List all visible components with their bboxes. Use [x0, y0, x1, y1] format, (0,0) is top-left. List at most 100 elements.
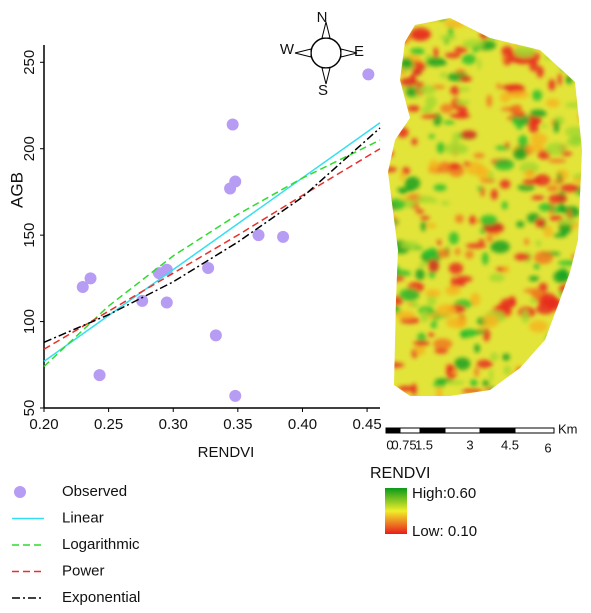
map-patch	[383, 87, 402, 91]
map-patch	[390, 306, 399, 310]
map-patch	[379, 149, 394, 157]
scale-label: 4.5	[501, 437, 519, 452]
map-patch	[479, 239, 485, 244]
map-patch	[443, 120, 455, 124]
x-tick-label: 0.30	[159, 416, 188, 433]
map-patch	[382, 362, 404, 368]
map-patch	[401, 241, 420, 249]
map-patch	[490, 386, 495, 393]
y-tick-label: 250	[21, 50, 38, 75]
map-patch	[431, 321, 437, 329]
map-patch	[502, 201, 508, 209]
map-patch	[387, 392, 392, 404]
map-patch	[471, 16, 476, 24]
map-patch	[381, 130, 391, 142]
map-patch	[433, 338, 452, 349]
map-patch	[575, 284, 591, 292]
map-patch	[470, 379, 477, 387]
map-patch	[578, 329, 589, 339]
map-patch	[539, 34, 556, 39]
map-patch	[400, 171, 404, 181]
map-patch	[547, 185, 559, 192]
map-patch	[462, 54, 476, 64]
map-patch	[427, 57, 445, 67]
data-point	[229, 176, 241, 188]
data-point	[253, 229, 265, 241]
map-patch	[446, 317, 466, 328]
map-patch	[500, 180, 511, 189]
map-patch	[380, 195, 391, 205]
map-patch	[399, 288, 419, 301]
map-patch	[478, 12, 485, 24]
map-patch	[385, 114, 397, 125]
map-patch	[400, 58, 413, 68]
map-patch	[449, 232, 459, 245]
map-patch	[402, 15, 409, 27]
map-patch	[487, 32, 499, 38]
map-patch	[447, 364, 453, 372]
map-patch	[449, 113, 470, 119]
map-patch	[463, 162, 470, 166]
legend-marker	[14, 486, 26, 498]
map-patch	[560, 65, 573, 72]
map-patch	[440, 34, 456, 40]
map-patch	[491, 20, 501, 28]
map-patch	[529, 124, 539, 133]
map-patch	[501, 46, 513, 56]
map-patch	[519, 382, 534, 389]
map-patch	[505, 142, 510, 147]
map-patch	[571, 49, 584, 62]
map-patch	[454, 279, 466, 286]
x-axis-label: RENDVI	[198, 444, 255, 461]
scale-label: 3	[466, 437, 473, 452]
map-patch	[564, 319, 569, 328]
map-patch	[546, 332, 559, 345]
map-patch	[427, 333, 434, 337]
map-patch	[539, 392, 545, 401]
map-patch	[468, 16, 487, 29]
map-patch	[514, 15, 518, 21]
map-patch	[437, 142, 445, 153]
map-patch	[554, 326, 565, 338]
map-patch	[560, 55, 577, 66]
map-patch	[579, 111, 584, 123]
map-patch	[532, 383, 547, 392]
y-tick-label: 100	[21, 309, 38, 334]
map-patch	[553, 270, 570, 283]
map-patch	[421, 310, 429, 323]
map-patch	[508, 91, 530, 99]
map-patch	[383, 61, 393, 70]
map-patch	[427, 223, 437, 229]
map-patch	[534, 263, 540, 269]
map-patch	[561, 151, 572, 156]
map-patch	[396, 392, 400, 399]
map-patch	[407, 105, 420, 112]
map-patch	[489, 273, 505, 282]
x-tick-label: 0.45	[352, 416, 381, 433]
map-patch	[485, 391, 489, 400]
map-patch	[413, 341, 430, 347]
data-point	[229, 390, 241, 402]
x-tick-label: 0.35	[223, 416, 252, 433]
map-patch	[383, 167, 397, 172]
map-patch	[572, 297, 591, 308]
y-tick-label: 50	[21, 400, 38, 417]
map-patch	[479, 31, 488, 40]
map-patch	[384, 220, 399, 225]
map-patch	[412, 32, 432, 37]
scale-label: 6	[544, 440, 551, 455]
map-patch	[550, 215, 563, 221]
map-patch	[446, 380, 465, 385]
map-patch	[572, 255, 577, 259]
map-patch	[390, 109, 403, 118]
map-patch	[560, 184, 580, 192]
map-patch	[410, 13, 425, 18]
map-patch	[578, 12, 584, 22]
map-patch	[500, 92, 511, 103]
compass-w: W	[280, 41, 295, 58]
map-patch	[503, 265, 509, 272]
scale-unit: Km	[558, 421, 578, 436]
map-patch	[437, 239, 441, 245]
map-patch	[516, 221, 524, 227]
map-patch	[477, 21, 491, 32]
